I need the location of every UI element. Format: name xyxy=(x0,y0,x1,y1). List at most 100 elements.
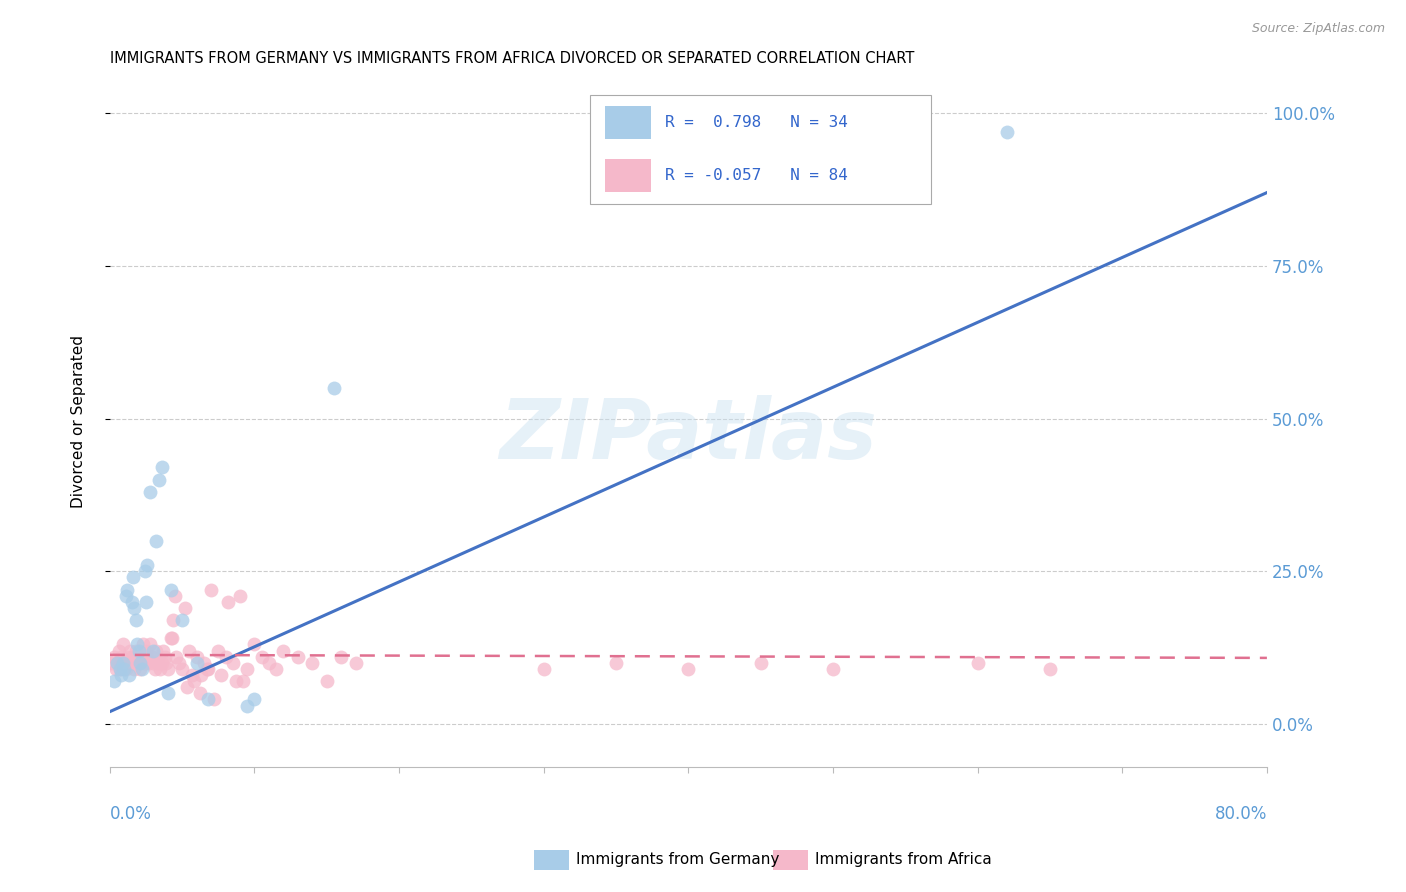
Point xyxy=(128,656,150,670)
Point xyxy=(127,637,149,651)
Point xyxy=(124,600,146,615)
Point xyxy=(995,124,1018,138)
Point xyxy=(150,460,173,475)
Point xyxy=(138,656,160,670)
Point xyxy=(821,662,844,676)
Point xyxy=(250,649,273,664)
Point xyxy=(122,570,145,584)
Text: ZIPatlas: ZIPatlas xyxy=(499,395,877,475)
Point xyxy=(264,662,287,676)
Point xyxy=(152,643,174,657)
Point xyxy=(229,589,252,603)
Y-axis label: Divorced or Separated: Divorced or Separated xyxy=(72,335,86,508)
Point xyxy=(135,595,157,609)
Point xyxy=(128,643,150,657)
Point xyxy=(148,473,170,487)
Point xyxy=(118,656,141,670)
Point xyxy=(112,662,135,676)
Point xyxy=(141,649,163,664)
Point xyxy=(202,692,225,706)
Point xyxy=(169,656,191,670)
Point xyxy=(183,674,205,689)
Point xyxy=(129,656,152,670)
Point xyxy=(217,595,239,609)
Point xyxy=(966,656,988,670)
Point xyxy=(678,662,700,676)
Point xyxy=(323,381,346,395)
Point xyxy=(344,656,367,670)
Bar xyxy=(605,105,651,138)
Point xyxy=(139,637,162,651)
Point xyxy=(193,656,215,670)
Point xyxy=(112,656,135,670)
Point xyxy=(111,637,134,651)
Point xyxy=(134,564,156,578)
Point xyxy=(188,686,211,700)
Point xyxy=(129,662,152,676)
Point xyxy=(132,637,155,651)
Point xyxy=(315,674,337,689)
Point xyxy=(105,656,128,670)
Point xyxy=(115,649,138,664)
Point xyxy=(273,643,295,657)
Point xyxy=(159,582,181,597)
Point xyxy=(136,558,159,572)
Point xyxy=(125,643,148,657)
Point xyxy=(200,582,222,597)
Point xyxy=(114,589,136,603)
Point xyxy=(103,674,125,689)
Point xyxy=(136,649,159,664)
Point xyxy=(118,668,141,682)
Point xyxy=(121,649,143,664)
Point xyxy=(149,662,172,676)
Point xyxy=(533,662,555,676)
Point xyxy=(330,649,353,664)
Point xyxy=(160,632,183,646)
Point xyxy=(108,662,131,676)
Text: Source: ZipAtlas.com: Source: ZipAtlas.com xyxy=(1251,22,1385,36)
Point xyxy=(104,662,127,676)
Point xyxy=(165,649,187,664)
Point xyxy=(162,613,184,627)
Point xyxy=(197,692,219,706)
Text: 80.0%: 80.0% xyxy=(1215,805,1267,823)
Point xyxy=(243,692,266,706)
Point xyxy=(142,643,165,657)
Point xyxy=(114,662,136,676)
Point xyxy=(190,668,212,682)
Point xyxy=(110,668,132,682)
Point xyxy=(120,643,142,657)
Point xyxy=(159,632,181,646)
Point xyxy=(209,668,232,682)
Point xyxy=(236,662,259,676)
Point xyxy=(122,656,145,670)
Point xyxy=(172,613,194,627)
Point xyxy=(236,698,259,713)
Point xyxy=(156,662,179,676)
Point xyxy=(131,649,153,664)
Point xyxy=(110,649,132,664)
Point xyxy=(127,649,149,664)
Point xyxy=(749,656,772,670)
Point xyxy=(257,656,280,670)
Point xyxy=(195,662,218,676)
Point xyxy=(243,637,266,651)
Point xyxy=(135,643,157,657)
Point xyxy=(222,656,245,670)
Text: IMMIGRANTS FROM GERMANY VS IMMIGRANTS FROM AFRICA DIVORCED OR SEPARATED CORRELAT: IMMIGRANTS FROM GERMANY VS IMMIGRANTS FR… xyxy=(110,51,914,66)
Point xyxy=(179,643,201,657)
Point xyxy=(134,656,156,670)
Text: R =  0.798   N = 34: R = 0.798 N = 34 xyxy=(665,114,848,129)
Point xyxy=(214,649,236,664)
Point xyxy=(181,668,204,682)
Point xyxy=(153,649,176,664)
Point xyxy=(131,662,153,676)
Point xyxy=(225,674,247,689)
Point xyxy=(232,674,254,689)
Point xyxy=(207,643,229,657)
Point xyxy=(174,600,197,615)
Point xyxy=(186,656,208,670)
Bar xyxy=(605,160,651,193)
Point xyxy=(176,680,198,694)
Point xyxy=(108,662,131,676)
